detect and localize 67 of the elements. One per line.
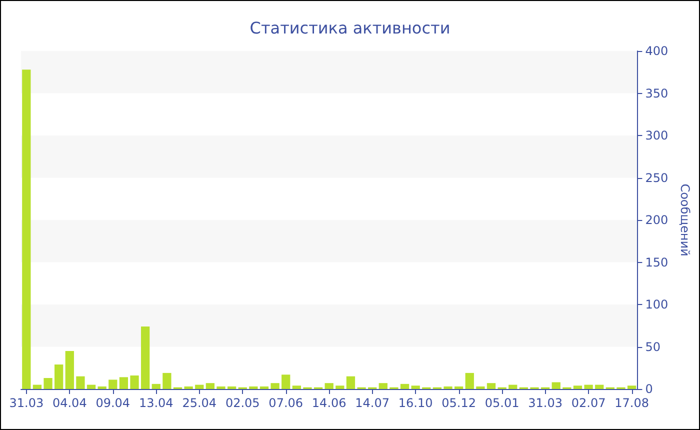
y-axis-title: Сообщений: [678, 184, 692, 256]
x-tick-label: 02.05: [225, 396, 260, 410]
bar: [627, 386, 636, 389]
bar: [292, 386, 301, 389]
bar: [444, 386, 452, 389]
x-tick-label: 05.01: [484, 396, 520, 410]
bar: [573, 386, 582, 389]
x-tick-label: 09.04: [96, 396, 130, 410]
bar: [86, 384, 96, 389]
bar: [108, 380, 118, 389]
x-tick-label: 16.10: [398, 396, 433, 410]
bar: [65, 350, 74, 389]
y-tick-label: 350: [645, 86, 668, 100]
bar: [270, 383, 280, 389]
x-tick-label: 14.07: [355, 396, 390, 410]
bar: [227, 386, 236, 389]
y-tick-label: 200: [645, 213, 668, 227]
bar: [282, 374, 290, 389]
bar: [44, 378, 52, 389]
y-tick-label: 250: [645, 170, 668, 185]
bar: [400, 384, 410, 389]
y-tick-label: 150: [645, 255, 668, 270]
bar: [249, 386, 258, 389]
bar: [411, 386, 420, 389]
bar: [476, 386, 485, 389]
bar: [260, 386, 269, 389]
bar: [130, 375, 139, 389]
bar: [76, 376, 85, 389]
bar: [184, 386, 193, 389]
bar: [595, 384, 604, 389]
bar: [98, 386, 106, 389]
bar: [346, 376, 356, 389]
x-tick-label: 25.04: [182, 396, 217, 410]
bar: [206, 383, 215, 389]
bar: [584, 384, 593, 389]
x-tick-label: 05.12: [442, 396, 476, 410]
x-tick-label: 13.04: [138, 396, 174, 410]
bar: [54, 364, 64, 389]
bar: [119, 377, 128, 389]
bar: [508, 384, 518, 389]
bar: [152, 384, 160, 389]
x-tick-label: 31.03: [528, 396, 562, 410]
y-tick-label: 0: [645, 382, 653, 396]
bar: [378, 383, 388, 389]
chart-title: Статистика активности: [250, 18, 450, 38]
x-tick-label: 04.04: [52, 396, 87, 410]
bar: [486, 383, 496, 389]
bar: [32, 384, 42, 389]
bar: [195, 384, 204, 389]
x-tick-label: 02.07: [571, 396, 606, 410]
bar: [454, 386, 464, 389]
x-tick-label: 14.06: [312, 396, 346, 410]
x-tick-label: 07.06: [268, 396, 304, 410]
bar: [140, 326, 150, 389]
x-tick-label: 31.03: [9, 396, 44, 410]
bar: [162, 372, 172, 389]
bar: [336, 386, 344, 389]
x-tick-label: 17.08: [614, 396, 649, 410]
y-tick-label: 100: [645, 298, 668, 312]
bar: [552, 382, 560, 389]
bar: [465, 372, 474, 389]
bar: [22, 70, 31, 389]
bar: [324, 383, 334, 389]
bar: [216, 386, 226, 389]
y-tick-label: 300: [645, 128, 668, 142]
y-tick-label: 400: [645, 44, 668, 58]
y-tick-label: 50: [645, 340, 660, 354]
